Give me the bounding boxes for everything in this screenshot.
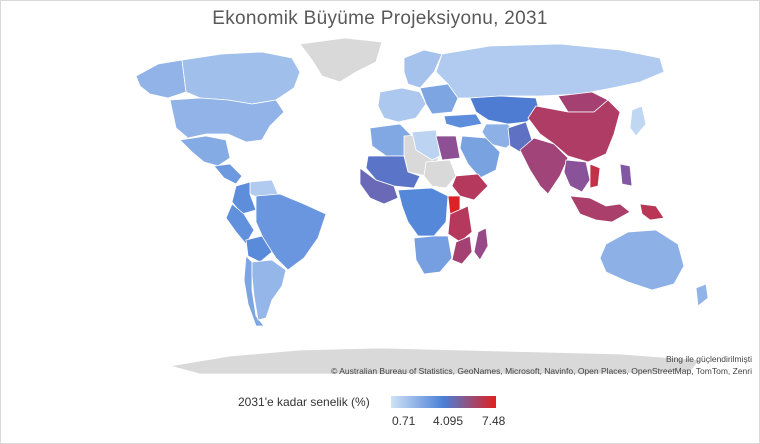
region-scandinavia[interactable]	[403, 49, 443, 89]
region-new-zealand[interactable]	[695, 283, 709, 307]
legend-max-label: 7.48	[482, 414, 506, 428]
region-mozambique[interactable]	[451, 235, 473, 265]
region-brazil[interactable]	[255, 193, 327, 271]
region-alaska[interactable]	[135, 59, 187, 99]
region-vietnam[interactable]	[589, 163, 601, 189]
region-southern-africa[interactable]	[413, 235, 453, 275]
region-papua-new-guinea[interactable]	[639, 203, 665, 221]
region-ethiopia[interactable]	[451, 173, 489, 201]
region-libya[interactable]	[411, 129, 441, 161]
region-central-africa[interactable]	[397, 187, 449, 237]
legend-color-scale	[391, 396, 496, 408]
region-india[interactable]	[519, 137, 569, 195]
region-madagascar[interactable]	[473, 227, 489, 261]
region-arabian-peninsula[interactable]	[459, 135, 501, 179]
region-peru[interactable]	[225, 203, 255, 245]
region-western-europe[interactable]	[377, 87, 427, 123]
bing-credit: Bing ile güçlendirilmişti	[666, 354, 752, 364]
region-central-america[interactable]	[213, 163, 243, 185]
legend-min-label: 0.71	[392, 414, 416, 428]
region-china[interactable]	[527, 99, 621, 163]
region-greenland[interactable]	[299, 37, 383, 83]
copyright-credit: © Australian Bureau of Statistics, GeoNa…	[331, 366, 752, 376]
map-title: Ekonomik Büyüme Projeksiyonu, 2031	[212, 8, 548, 29]
legend-title: 2031'e kadar senelik (%)	[238, 395, 370, 409]
region-mexico[interactable]	[179, 135, 231, 167]
region-sahel[interactable]	[365, 155, 421, 189]
region-argentina[interactable]	[251, 259, 287, 321]
region-west-africa[interactable]	[359, 167, 399, 205]
region-antarctica[interactable]	[169, 347, 701, 375]
region-philippines[interactable]	[619, 163, 633, 187]
region-australia[interactable]	[599, 229, 685, 291]
region-turkey[interactable]	[443, 113, 483, 129]
region-indonesia[interactable]	[569, 195, 631, 223]
region-united-states[interactable]	[169, 97, 285, 143]
legend-mid-label: 4.095	[433, 414, 464, 428]
region-bolivia[interactable]	[245, 235, 273, 263]
region-tanzania[interactable]	[447, 205, 473, 243]
region-horn-of-africa[interactable]	[423, 159, 457, 189]
region-southeast-asia[interactable]	[563, 159, 591, 193]
region-egypt[interactable]	[435, 135, 461, 161]
region-russia[interactable]	[435, 43, 665, 99]
region-canada[interactable]	[181, 51, 301, 105]
region-japan[interactable]	[629, 105, 647, 137]
